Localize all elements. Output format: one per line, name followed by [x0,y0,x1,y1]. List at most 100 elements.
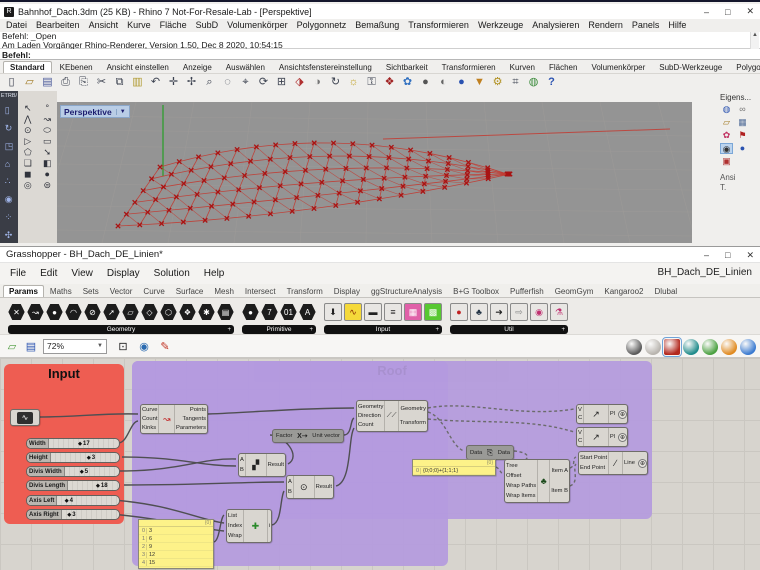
chevron-down-icon[interactable]: ▼ [115,108,126,115]
geometry-mesh-icon[interactable]: ❖ [179,304,196,320]
path-panel[interactable]: {0} 0 {0;0;0}+{1;1;1} [412,459,496,476]
linear-array-component[interactable]: Geometry Direction Count ⟋⟋ Geometry Tra… [356,400,428,432]
grasshopper-menu-item[interactable]: Edit [40,268,58,279]
primitive-number-icon[interactable]: 01 [280,304,297,320]
ellipse-tool-icon[interactable]: ⬭ [43,125,52,135]
import-geometry-icon[interactable]: ⬇ [324,303,342,321]
maximize-button[interactable]: □ [725,250,731,260]
polygon-tool-icon[interactable]: ⬠ [23,147,32,157]
dots-icon[interactable]: ⁘ [4,212,13,222]
component-tab[interactable]: Display [333,287,360,296]
rhino-menu-item[interactable]: Panels [631,20,660,30]
component-tab[interactable]: Surface [175,287,204,296]
rhino-toolbar-tab[interactable]: Polygonnetze [736,63,760,72]
slider-track[interactable]: 3 [50,453,119,462]
zoom-icon[interactable]: ⌕ [206,76,213,88]
surface-tool-icon[interactable]: ❏ [23,158,32,168]
unit-vector-component[interactable]: Factor X➝ Unit vector [272,429,344,443]
display-mode-icon[interactable]: ⬗ [295,76,304,88]
geometry-box-icon[interactable]: ◇ [141,304,158,320]
display-orange-icon[interactable] [721,339,737,355]
rhino-toolbar-tab[interactable]: Auswählen [225,63,265,72]
help-icon[interactable]: ? [548,76,555,88]
component-tab[interactable]: B+G Toolbox [453,287,500,296]
rectangle-tool-icon[interactable]: ▭ [42,136,52,146]
zoom-plus-icon[interactable]: ⊕ [618,432,627,442]
maximize-button[interactable]: □ [725,6,731,17]
axis-icon[interactable]: ✣ [4,230,13,240]
primitive-integer-icon[interactable]: 7 [261,304,278,320]
folder-icon[interactable]: ▱ [723,117,730,127]
geometry-vector-icon[interactable]: ➚ [103,304,120,320]
component-tab[interactable]: Dlubal [654,287,678,296]
rhino-menu-item[interactable]: Transformieren [408,20,469,30]
number-slider-height[interactable]: Height 3 [26,452,120,463]
rhino-titlebar[interactable]: R Bahnhof_Dach.3dm (25 KB) - Rhino 7 Not… [0,4,760,19]
primitive-text-icon[interactable]: A [299,304,316,320]
grasshopper-menu-item[interactable]: Display [106,268,140,279]
rhino-toolbar-tab[interactable]: Volumenkörper [591,63,646,72]
grasshopper-menu-item[interactable]: Help [203,268,225,279]
rhino-menu-item[interactable]: Volumenkörper [227,20,288,30]
preview-shaded-icon[interactable] [662,337,682,357]
rhino-toolbar-tab[interactable]: Kurven [509,63,535,72]
number-slider-axis-right[interactable]: Axis Right 3 [26,509,120,520]
rhino-toolbar-tab[interactable]: Ansicht einstellen [106,63,169,72]
rhino-toolbar-tab[interactable]: SubD-Werkzeuge [659,63,723,72]
ribbon-group-expand-icon[interactable]: + [561,326,565,333]
slider-track[interactable]: 4 [57,496,119,505]
relative-item-component[interactable]: Tree Offset Wrap Paths Wrap Items ♣ Item… [504,459,570,503]
preview-eye-icon[interactable]: ◉ [139,340,149,353]
rhino-menu-item[interactable]: Polygonnetz [296,20,347,30]
home-icon[interactable]: ⌂ [4,159,11,169]
grasshopper-menu-item[interactable]: View [71,268,93,279]
rhino-menu-item[interactable]: Rendern [588,20,623,30]
render-icon[interactable]: ◑ [314,76,321,88]
sketch-pen-icon[interactable]: ✎ [160,340,170,353]
slider-knob[interactable]: 4 [65,496,73,505]
component-tab[interactable]: Mesh [214,287,234,296]
rhino-toolbar-tab[interactable]: Flächen [548,63,578,72]
slider-track[interactable]: 17 [48,439,119,448]
lock-icon[interactable]: ⚿ [367,76,376,88]
slider-track[interactable]: 5 [64,467,119,476]
data-dam-icon[interactable]: ● [450,303,468,321]
sphere-light-icon[interactable]: ◐ [440,76,447,88]
component-tab[interactable]: Params [3,285,44,297]
spotlight-icon[interactable]: ☼ [348,76,359,88]
open-file-icon[interactable]: ▱ [25,76,34,88]
rhino-menu-item[interactable]: Bearbeiten [36,20,80,30]
sphere-tool-icon[interactable]: ● [44,169,50,179]
import-icon[interactable]: ↻ [4,123,13,133]
sphere-dark-icon[interactable]: ● [422,76,429,88]
preview-off-icon[interactable] [626,339,642,355]
open-document-icon[interactable]: ▱ [7,340,17,353]
command-input[interactable]: Befehl: [0,49,760,60]
data-relay-component[interactable]: Data ⎘ Data [466,445,514,460]
grasshopper-menu-item[interactable]: Solution [153,268,190,279]
polyline-component[interactable]: V C ↗ Pl ⊕ [576,404,628,424]
zoom-extents-icon[interactable]: ⟳ [258,76,269,88]
grasshopper-menu-item[interactable]: File [10,268,27,279]
number-slider-width[interactable]: Width 17 [26,438,120,449]
arc-tool-icon[interactable]: ▷ [24,136,32,146]
save-document-icon[interactable]: ▤ [25,340,37,353]
pipe-tool-icon[interactable]: ⊜ [43,180,52,190]
rhino-menu-item[interactable]: Hilfe [668,20,687,30]
number-slider-divis-width[interactable]: Divis Width 5 [26,466,120,477]
torus-tool-icon[interactable]: ◎ [23,180,32,190]
minimize-button[interactable]: – [704,6,710,17]
component-tab[interactable]: Maths [49,287,72,296]
component-tab[interactable]: Transform [286,287,323,296]
geometry-arc-icon[interactable]: ◠ [65,304,82,320]
paste-icon[interactable]: ▥ [132,76,143,88]
earth-icon[interactable]: ◍ [528,76,539,88]
copy-clipboard-icon[interactable]: ⎘ [79,76,88,88]
geometry-circle-icon[interactable]: ✕ [8,304,25,320]
geometry-point-icon[interactable]: ● [46,304,63,320]
trash-icon[interactable]: ▯ [4,105,10,115]
panel-icon[interactable]: ≡ [384,303,402,321]
filter-icon[interactable]: ▼ [474,76,485,88]
component-tab[interactable]: Sets [82,287,99,296]
flag-icon[interactable]: ⚑ [738,130,747,140]
